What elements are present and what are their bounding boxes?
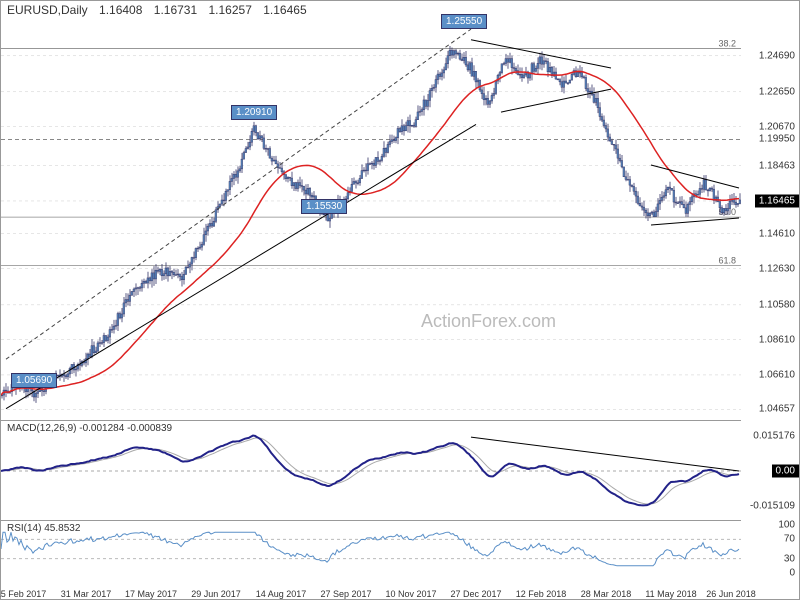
- svg-text:38.2: 38.2: [718, 39, 736, 49]
- x-tick-label: 10 Nov 2017: [385, 589, 436, 599]
- y-tick-label: 1.19950: [759, 134, 795, 145]
- ohlc-l: 1.16257: [209, 3, 252, 17]
- x-tick-label: 26 Jun 2018: [706, 589, 756, 599]
- y-tick-label: 1.06610: [759, 369, 795, 380]
- y-axis: 1.04657 1.06610 1.08610 1.10580 1.12630 1.146…: [739, 1, 799, 601]
- price-panel[interactable]: 38.250.061.8 1.05690 1.20910 1.15530 1.2555…: [1, 1, 741, 421]
- macd-panel[interactable]: MACD(12,26,9) -0.001284 -0.000839: [1, 421, 741, 521]
- svg-text:61.8: 61.8: [718, 256, 736, 266]
- y-tick-label: 1.16465: [755, 194, 799, 207]
- price-callout: 1.05690: [11, 373, 57, 388]
- x-tick-label: 27 Sep 2017: [320, 589, 371, 599]
- price-callout: 1.15530: [301, 199, 347, 214]
- x-tick-label: 11 May 2018: [645, 589, 696, 599]
- x-tick-label: 12 Feb 2018: [516, 589, 567, 599]
- price-callout: 1.20910: [231, 105, 277, 120]
- y-tick-label: 1.04657: [759, 404, 795, 415]
- x-tick-label: 14 Aug 2017: [256, 589, 307, 599]
- rsi-svg: [1, 521, 741, 581]
- price-callout: 1.25550: [441, 14, 487, 29]
- x-axis: 15 Feb 2017 31 Mar 2017 17 May 2017 29 Jun …: [1, 581, 741, 599]
- x-tick-label: 29 Jun 2017: [191, 589, 241, 599]
- rsi-label: RSI(14) 45.8532: [7, 523, 80, 534]
- rsi-y-label: 70: [784, 534, 795, 545]
- ohlc-h: 1.16731: [154, 3, 197, 17]
- y-tick-label: 1.22650: [759, 86, 795, 97]
- macd-svg: [1, 421, 741, 521]
- x-tick-label: 31 Mar 2017: [61, 589, 112, 599]
- price-chart-svg: 38.250.061.8: [1, 1, 741, 421]
- x-tick-label: 15 Feb 2017: [0, 589, 46, 599]
- rsi-panel[interactable]: RSI(14) 45.8532: [1, 521, 741, 581]
- ohlc-c: 1.16465: [263, 3, 306, 17]
- rsi-y-label: 30: [784, 553, 795, 564]
- x-tick-label: 27 Dec 2017: [450, 589, 501, 599]
- y-tick-label: 1.12630: [759, 263, 795, 274]
- macd-y-label: 0.015176: [753, 430, 795, 441]
- ohlc-o: 1.16408: [99, 3, 142, 17]
- macd-label: MACD(12,26,9) -0.001284 -0.000839: [7, 423, 172, 434]
- x-tick-label: 17 May 2017: [125, 589, 177, 599]
- chart-container: EURUSD,Daily 1.16408 1.16731 1.16257 1.1…: [0, 0, 800, 600]
- watermark: ActionForex.com: [421, 311, 556, 332]
- x-tick-label: 28 Mar 2018: [581, 589, 632, 599]
- symbol-label: EURUSD,Daily: [7, 3, 88, 17]
- y-tick-label: 1.14610: [759, 228, 795, 239]
- rsi-y-label: 100: [778, 520, 795, 531]
- rsi-y-label: 0: [789, 568, 795, 579]
- chart-title: EURUSD,Daily 1.16408 1.16731 1.16257 1.1…: [7, 3, 315, 17]
- y-tick-label: 1.10580: [759, 299, 795, 310]
- y-tick-label: 1.18463: [759, 160, 795, 171]
- y-tick-label: 1.08610: [759, 334, 795, 345]
- macd-y-label: -0.015109: [750, 501, 795, 512]
- macd-y-label: 0.00: [772, 465, 799, 478]
- y-tick-label: 1.20670: [759, 121, 795, 132]
- y-tick-label: 1.24690: [759, 50, 795, 61]
